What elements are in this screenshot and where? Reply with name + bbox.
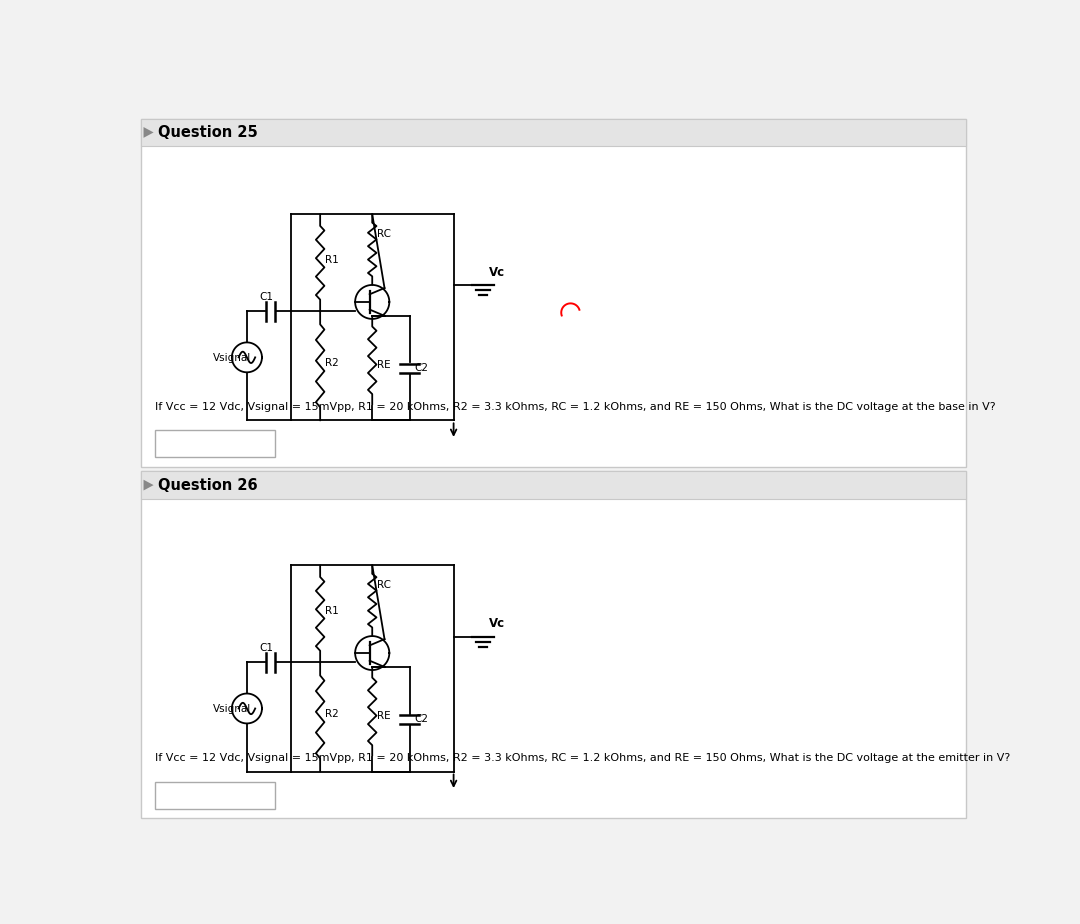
- Text: C2: C2: [415, 363, 429, 373]
- Text: Vc: Vc: [488, 266, 504, 279]
- FancyBboxPatch shape: [141, 471, 966, 818]
- Polygon shape: [144, 127, 153, 138]
- Text: If Vcc = 12 Vdc, Vsignal = 15mVpp, R1 = 20 kOhms, R2 = 3.3 kOhms, RC = 1.2 kOhms: If Vcc = 12 Vdc, Vsignal = 15mVpp, R1 = …: [156, 753, 1011, 762]
- Text: If Vcc = 12 Vdc, Vsignal = 15mVpp, R1 = 20 kOhms, R2 = 3.3 kOhms, RC = 1.2 kOhms: If Vcc = 12 Vdc, Vsignal = 15mVpp, R1 = …: [156, 402, 996, 411]
- Text: RE: RE: [377, 360, 391, 371]
- Text: C1: C1: [259, 643, 273, 653]
- Text: RC: RC: [377, 580, 391, 590]
- FancyBboxPatch shape: [156, 782, 275, 808]
- Text: Vsignal: Vsignal: [213, 353, 251, 362]
- Text: RC: RC: [377, 229, 391, 239]
- Text: C2: C2: [415, 714, 429, 724]
- Text: RE: RE: [377, 711, 391, 722]
- Text: R1: R1: [325, 606, 339, 616]
- FancyBboxPatch shape: [156, 431, 275, 457]
- Text: R2: R2: [325, 358, 339, 368]
- Polygon shape: [144, 480, 153, 491]
- Text: R2: R2: [325, 709, 339, 719]
- FancyBboxPatch shape: [141, 118, 966, 146]
- FancyBboxPatch shape: [141, 471, 966, 499]
- Text: Vc: Vc: [488, 617, 504, 630]
- Text: Question 26: Question 26: [159, 478, 258, 492]
- Text: C1: C1: [259, 292, 273, 302]
- Text: Question 25: Question 25: [159, 125, 258, 140]
- Text: R1: R1: [325, 255, 339, 265]
- Text: Vsignal: Vsignal: [213, 704, 251, 713]
- FancyBboxPatch shape: [141, 118, 966, 467]
